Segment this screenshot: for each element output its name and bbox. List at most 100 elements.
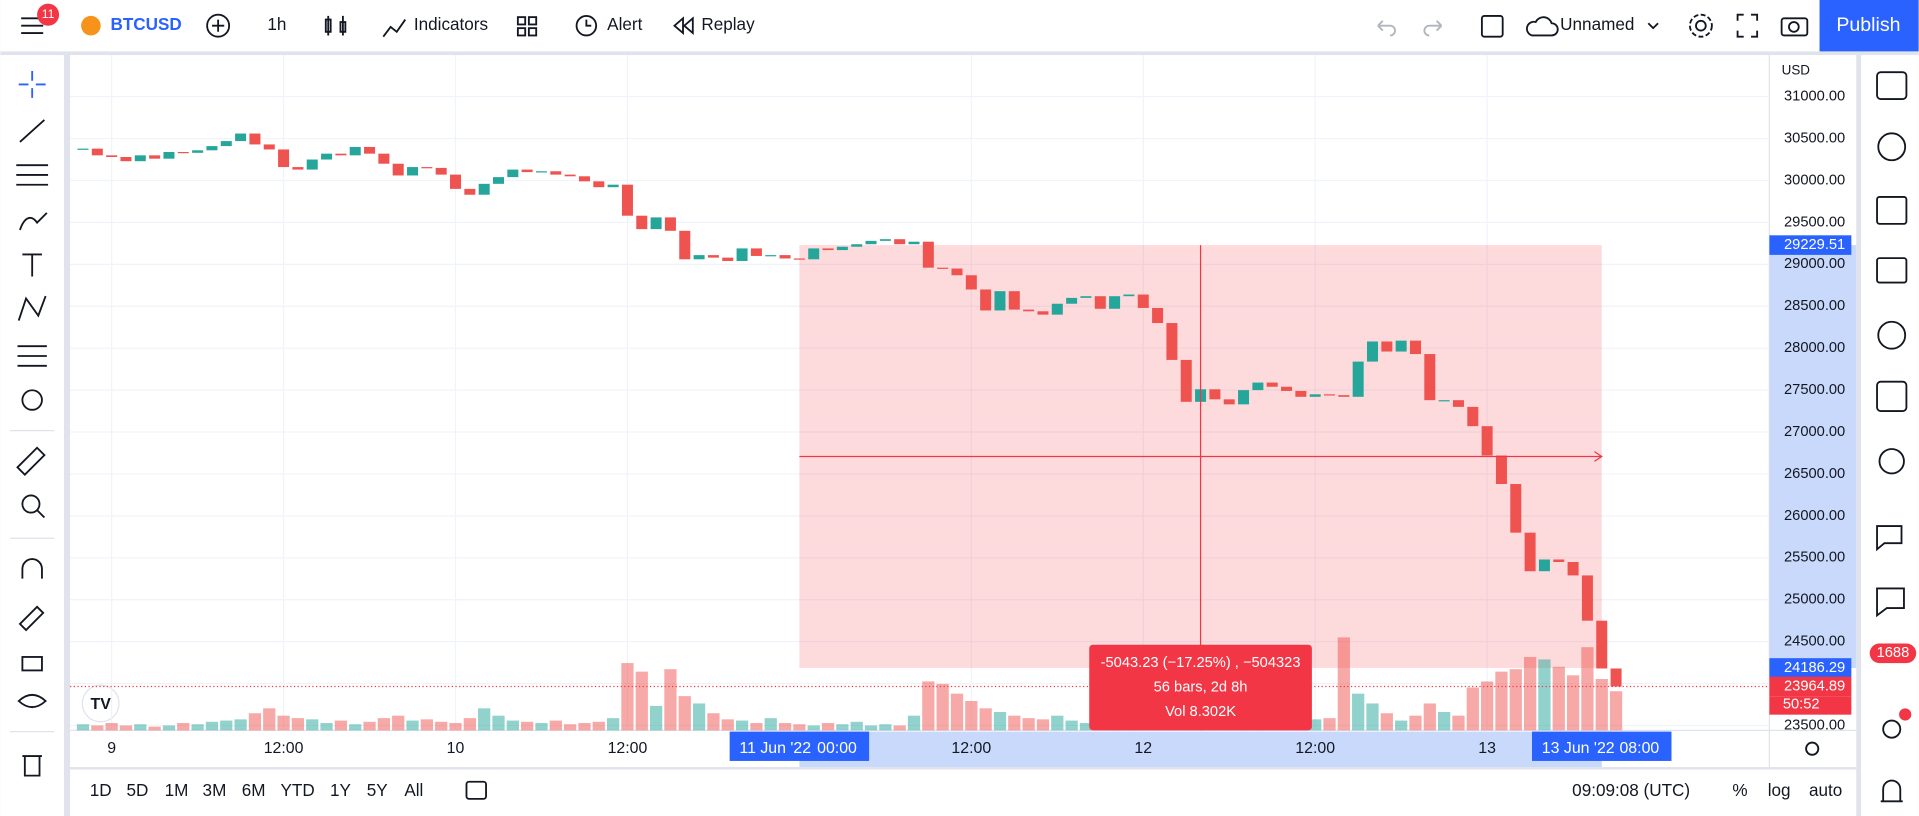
candle <box>1352 361 1364 397</box>
price-range-highlight <box>1769 245 1857 668</box>
y-tick-label: 28500.00 <box>1784 298 1845 314</box>
lock-tool[interactable] <box>21 656 43 672</box>
scale-option[interactable]: auto <box>1809 781 1842 800</box>
layout-name[interactable]: Unnamed <box>1560 15 1634 34</box>
range-button[interactable]: 6M <box>242 781 266 800</box>
y-tick-label: 27000.00 <box>1784 424 1845 440</box>
date-range-button[interactable] <box>465 780 487 800</box>
layout-button[interactable] <box>1480 14 1504 38</box>
replay[interactable]: Replay <box>701 15 755 34</box>
range-button[interactable]: 5D <box>126 781 148 800</box>
candle <box>750 248 762 256</box>
candle <box>1238 390 1250 405</box>
settings[interactable] <box>1688 13 1713 38</box>
alert[interactable]: Alert <box>607 15 642 34</box>
range-label-time: 00:00 <box>817 740 857 757</box>
range-button[interactable]: 1M <box>165 781 189 800</box>
range-button[interactable]: 1Y <box>330 781 352 800</box>
redo[interactable] <box>1423 20 1443 37</box>
volume-bar <box>449 723 462 731</box>
x-tick-label: 12:00 <box>1295 740 1335 757</box>
range-label-date: 13 Jun '22 <box>1542 740 1615 757</box>
volume-bar <box>1609 691 1623 731</box>
candle <box>1051 303 1063 315</box>
hide-tool[interactable] <box>17 693 47 709</box>
candle <box>220 141 232 147</box>
y-tick-label: 29500.00 <box>1784 214 1845 230</box>
axis-settings[interactable] <box>1805 741 1820 756</box>
x-tick-label: 12:00 <box>951 740 991 757</box>
volume-bar <box>320 723 333 731</box>
range-button[interactable]: YTD <box>281 781 315 800</box>
scale-option[interactable]: % <box>1732 781 1747 800</box>
candle <box>1366 341 1379 362</box>
layout-menu[interactable] <box>1647 22 1659 30</box>
volume-bar <box>105 723 118 731</box>
y-tick-label: 30500.00 <box>1784 130 1845 146</box>
fullscreen[interactable] <box>1736 13 1759 38</box>
zoom-tool[interactable] <box>21 494 46 519</box>
fib-tool[interactable] <box>16 164 49 186</box>
volume-bar <box>1065 720 1078 731</box>
volume-bar <box>678 696 691 731</box>
range-button[interactable]: 1D <box>90 781 112 800</box>
candle <box>1381 341 1393 352</box>
indicators[interactable]: Indicators <box>414 15 488 34</box>
volume-bar <box>1466 687 1479 731</box>
chart-pane <box>70 55 1857 768</box>
publish-button[interactable] <box>1819 0 1919 52</box>
lock-draw-tool[interactable] <box>18 605 45 632</box>
candle <box>922 241 934 268</box>
symbol[interactable]: BTCUSD <box>110 15 181 34</box>
emoji-tool[interactable] <box>21 389 43 411</box>
candle <box>937 267 949 269</box>
volume-bar <box>392 715 405 731</box>
scale-option[interactable]: log <box>1768 781 1791 800</box>
undo[interactable] <box>1377 20 1396 37</box>
trend-line-tool[interactable] <box>19 119 46 143</box>
candle <box>535 171 547 173</box>
crosshair-tool[interactable] <box>18 70 46 98</box>
range-button[interactable]: 3M <box>203 781 227 800</box>
candle <box>91 148 103 156</box>
delete-tool[interactable] <box>22 755 42 777</box>
interval[interactable]: 1h <box>267 15 286 34</box>
chart-type[interactable] <box>324 15 347 36</box>
volume-bar <box>191 724 204 731</box>
brush-tool[interactable] <box>19 212 48 231</box>
y-tick-label: 23500.00 <box>1784 717 1845 733</box>
candle <box>407 167 419 176</box>
range-label-date: 11 Jun '22 <box>739 740 811 757</box>
candle <box>980 289 992 311</box>
candle <box>578 176 590 182</box>
sidebar-icons[interactable] <box>1876 71 1908 803</box>
candle <box>1094 296 1106 309</box>
add-symbol[interactable] <box>206 13 231 38</box>
volume-bar <box>1538 659 1551 731</box>
volume-bar <box>263 708 276 731</box>
x-tick-label: 13 <box>1478 740 1496 757</box>
candle <box>263 144 275 150</box>
volume-bar <box>492 715 505 731</box>
volume-bar <box>578 723 591 731</box>
range-button[interactable]: All <box>404 781 423 800</box>
volume-bar <box>864 725 878 731</box>
magnet-tool[interactable] <box>21 558 43 579</box>
publish-label[interactable]: Publish <box>1836 14 1900 36</box>
volume-bar <box>549 720 562 731</box>
pattern-tool[interactable] <box>17 295 47 321</box>
templates[interactable] <box>516 16 538 37</box>
volume-bar <box>1366 703 1379 731</box>
currency[interactable]: USD <box>1782 63 1811 78</box>
screenshot[interactable] <box>1780 17 1809 37</box>
x-tick-label: 12:00 <box>608 740 648 757</box>
forecast-tool[interactable] <box>17 345 47 367</box>
text-tool[interactable] <box>22 253 42 277</box>
volume-bar <box>893 725 906 731</box>
measure-tool[interactable] <box>16 446 46 476</box>
candle <box>836 246 848 251</box>
range-button[interactable]: 5Y <box>367 781 389 800</box>
volume-bar <box>950 693 964 731</box>
candle <box>1295 390 1307 397</box>
